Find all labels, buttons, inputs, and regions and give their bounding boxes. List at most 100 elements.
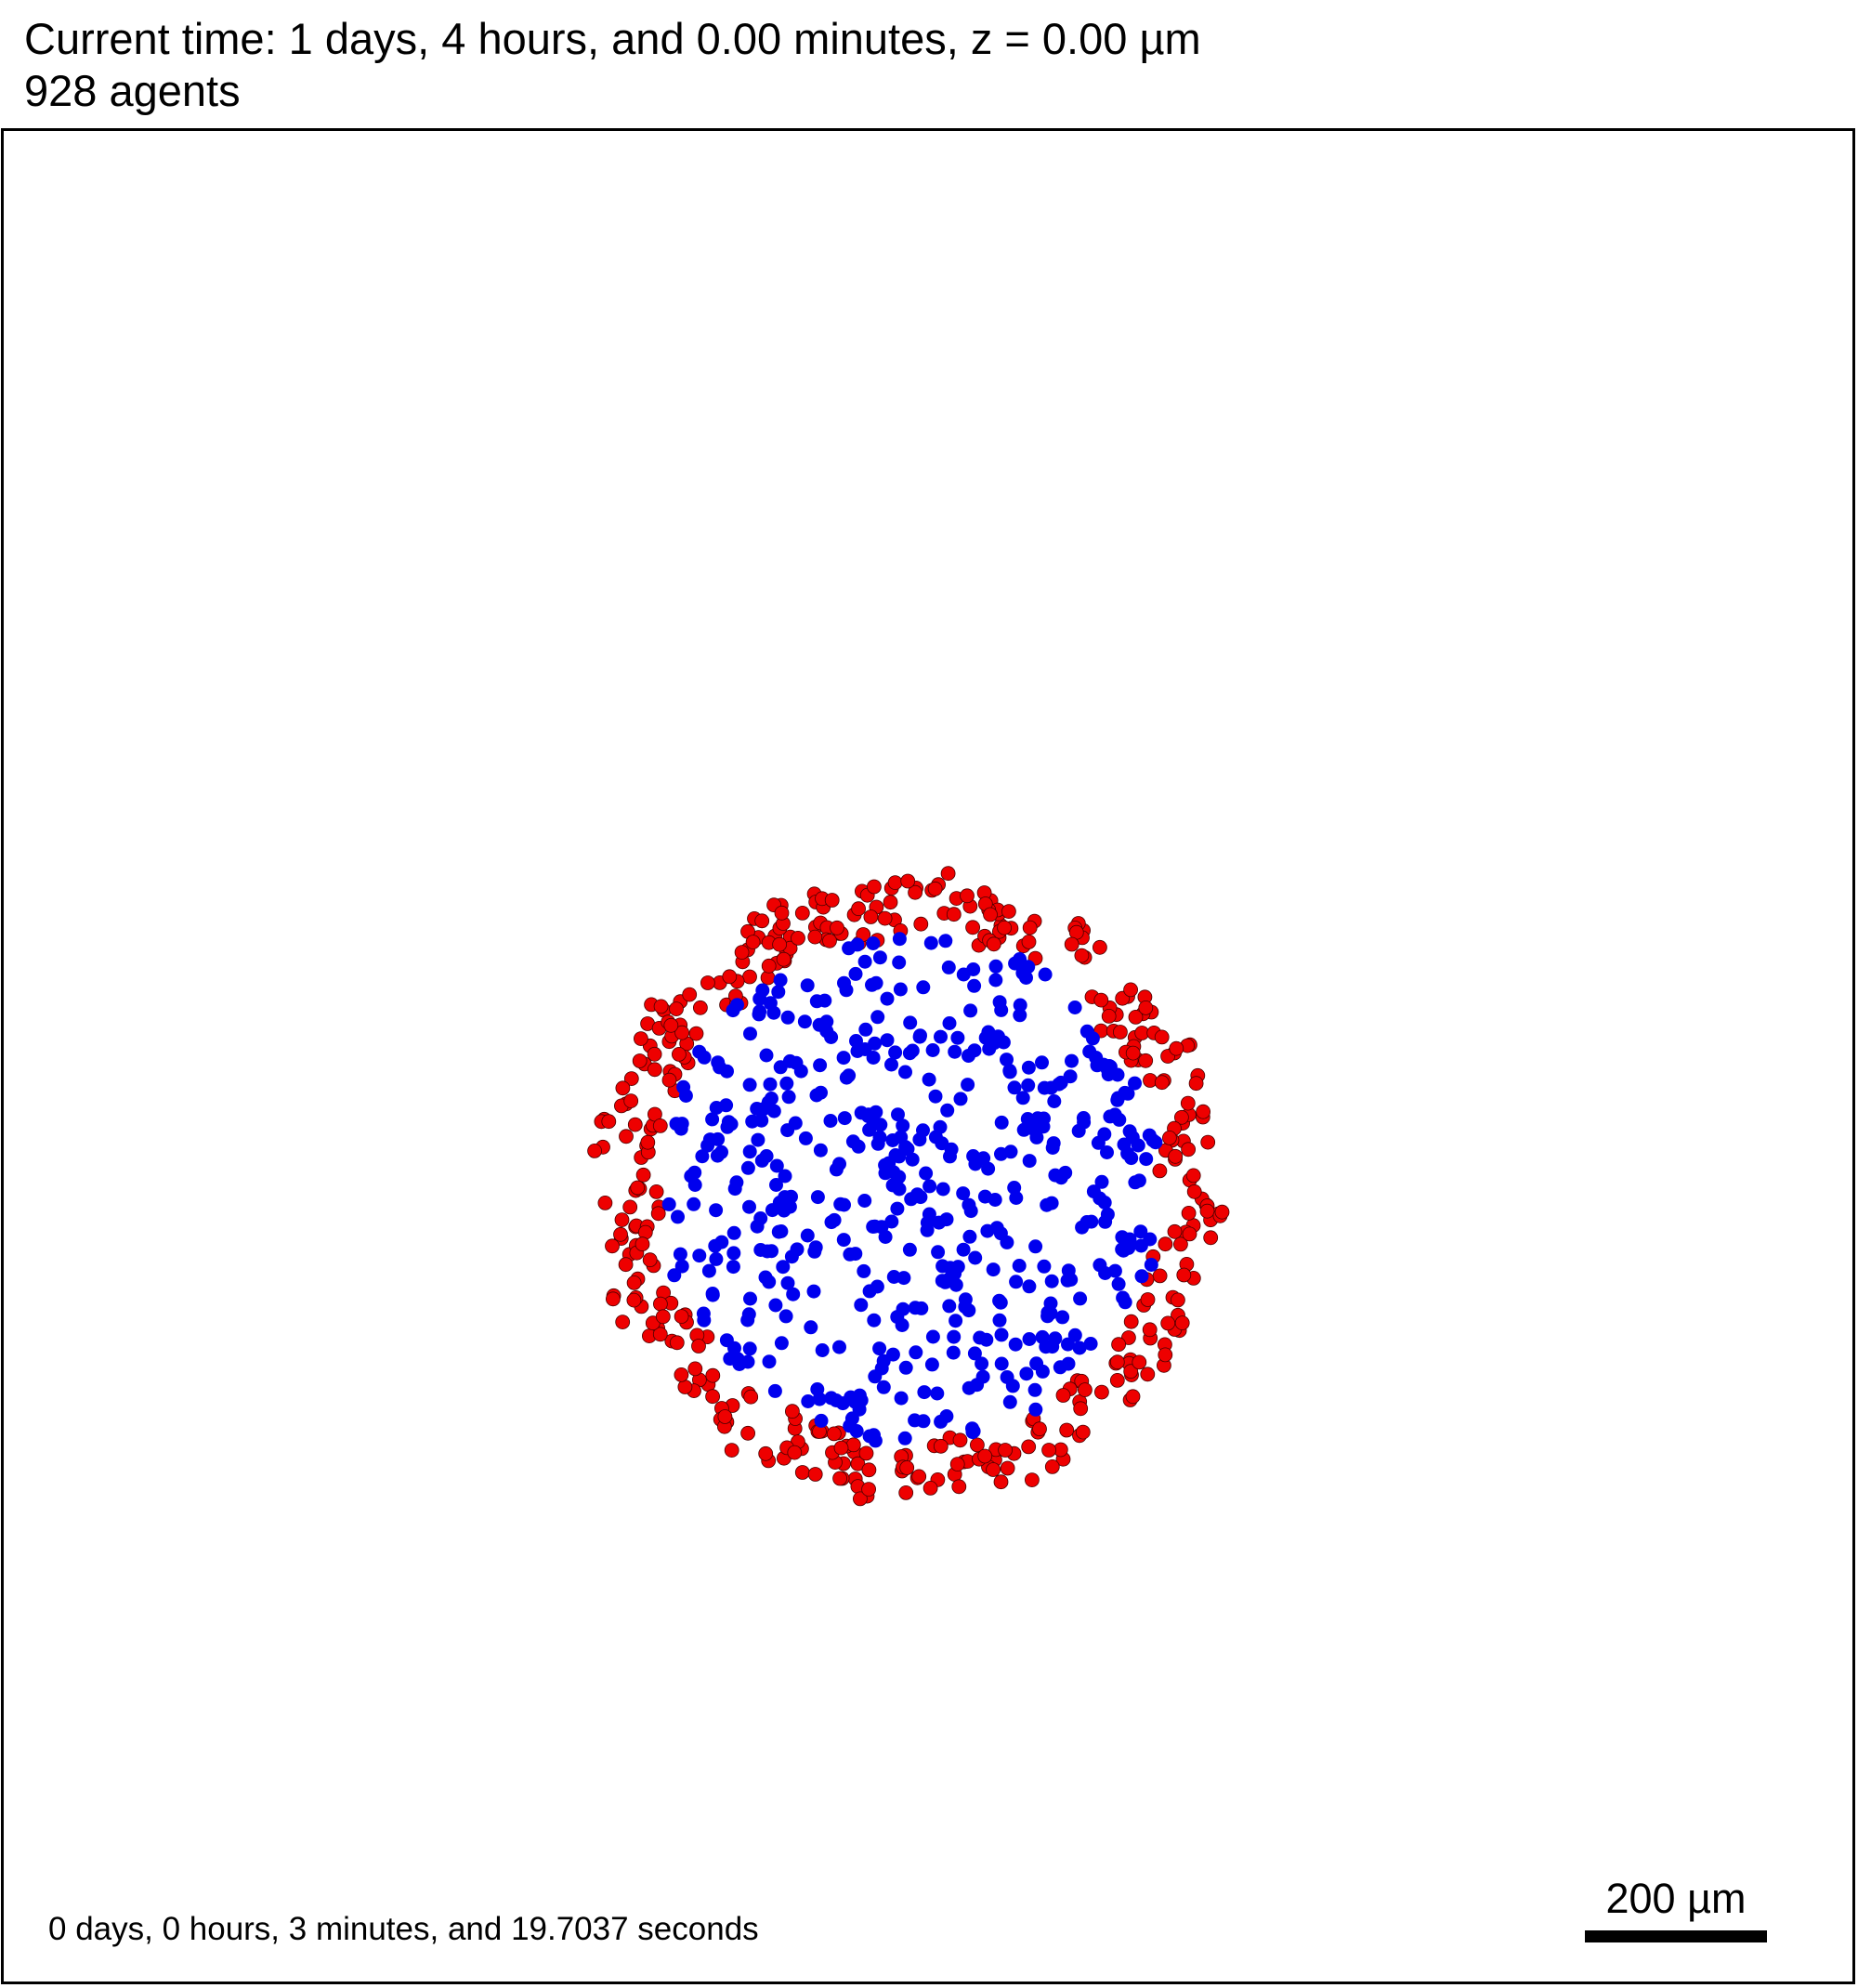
inner-cell <box>1077 1111 1091 1125</box>
inner-cell <box>755 1154 769 1168</box>
inner-cell <box>1098 1196 1112 1210</box>
outer-cell <box>795 1466 809 1480</box>
outer-cell <box>1033 1422 1047 1436</box>
inner-cell <box>898 1066 912 1079</box>
outer-cell <box>634 1032 648 1046</box>
outer-cell <box>623 1200 637 1214</box>
inner-cell <box>867 1314 881 1328</box>
outer-cell <box>746 935 760 949</box>
outer-cell <box>928 882 942 896</box>
inner-cell <box>961 1078 975 1092</box>
inner-cell <box>871 1137 885 1151</box>
inner-cell <box>684 1170 698 1184</box>
inner-cell <box>962 1381 976 1395</box>
outer-cell <box>762 959 776 973</box>
inner-cell <box>903 1243 917 1257</box>
inner-cell <box>1080 1215 1094 1229</box>
inner-cell <box>968 1346 982 1360</box>
outer-cell <box>834 1441 848 1455</box>
inner-cell <box>940 1104 954 1118</box>
inner-cell <box>993 1314 1007 1328</box>
inner-cell <box>903 1015 917 1029</box>
inner-cell <box>921 1223 935 1237</box>
inner-cell <box>1047 1094 1061 1108</box>
inner-cell <box>1044 1081 1058 1095</box>
outer-cell <box>635 1237 649 1251</box>
inner-cell <box>816 1343 830 1357</box>
inner-cell <box>813 1058 827 1072</box>
inner-cell <box>890 1202 904 1216</box>
inner-cell <box>714 1145 728 1159</box>
inner-cell <box>1029 1356 1043 1370</box>
inner-cell <box>1022 1279 1036 1293</box>
inner-cell <box>877 1354 891 1368</box>
outer-cell <box>643 1253 657 1267</box>
inner-cell <box>759 1271 773 1285</box>
inner-cell <box>1014 999 1027 1013</box>
inner-cell <box>852 1140 866 1154</box>
inner-cell <box>1009 1275 1023 1288</box>
outer-cell <box>1074 1402 1088 1416</box>
inner-cell <box>898 1140 912 1154</box>
inner-cell <box>957 1243 971 1257</box>
outer-cell <box>664 1018 678 1032</box>
inner-cell <box>743 1144 757 1158</box>
inner-cell <box>912 1132 926 1146</box>
inner-cell <box>789 1117 803 1131</box>
inner-cell <box>980 1224 994 1238</box>
inner-cell <box>1044 1297 1058 1311</box>
inner-cell <box>1035 1055 1049 1069</box>
inner-cell <box>815 1414 829 1428</box>
inner-cell <box>962 1230 976 1244</box>
inner-cell <box>1115 1242 1129 1256</box>
inner-cell <box>993 995 1007 1009</box>
outer-cell <box>653 1297 667 1311</box>
outer-cell <box>1060 1423 1074 1437</box>
inner-cell <box>965 1421 979 1435</box>
outer-cell <box>1189 1077 1203 1091</box>
current-time-label: Current time: 1 days, 4 hours, and 0.00 … <box>24 13 1789 65</box>
outer-cell <box>1124 1314 1138 1328</box>
inner-cell <box>710 1101 724 1115</box>
inner-cell <box>1073 1291 1087 1305</box>
outer-cell <box>648 1047 661 1061</box>
inner-cell <box>1040 1198 1053 1212</box>
inner-cell <box>925 1357 939 1371</box>
inner-cell <box>671 1210 685 1223</box>
inner-cell <box>863 1284 877 1298</box>
inner-cell <box>1000 1053 1014 1066</box>
inner-cell <box>922 1073 936 1087</box>
outer-cell <box>961 889 975 903</box>
inner-cell <box>916 980 930 994</box>
inner-cell <box>886 1178 900 1192</box>
outer-cell <box>1158 1237 1172 1251</box>
inner-cell <box>1134 1239 1148 1253</box>
inner-cell <box>906 1044 920 1058</box>
inner-cell <box>898 1432 912 1445</box>
inner-cell <box>1108 1264 1122 1278</box>
outer-cell <box>743 970 757 984</box>
outer-cell <box>899 1485 913 1499</box>
inner-cell <box>850 937 864 951</box>
outer-cell <box>859 1446 873 1460</box>
inner-cell <box>1119 1295 1132 1309</box>
inner-cell <box>770 1159 784 1173</box>
inner-cell <box>762 1095 776 1109</box>
inner-cell <box>785 1249 799 1263</box>
inner-cell <box>926 1330 940 1344</box>
inner-cell <box>968 1251 982 1265</box>
inner-cell <box>1028 1124 1042 1138</box>
inner-cell <box>1040 1309 1054 1323</box>
inner-cell <box>873 950 887 964</box>
inner-cell <box>768 1299 782 1313</box>
outer-cell <box>999 1444 1013 1458</box>
inner-cell <box>948 1045 962 1059</box>
outer-cell <box>1141 1367 1155 1381</box>
inner-cell <box>1068 1328 1082 1342</box>
inner-cell <box>995 1328 1009 1341</box>
inner-cell <box>752 1007 766 1021</box>
inner-cell <box>995 1116 1009 1130</box>
inner-cell <box>837 1198 851 1212</box>
inner-cell <box>674 1122 688 1136</box>
outer-cell <box>1102 1009 1116 1023</box>
